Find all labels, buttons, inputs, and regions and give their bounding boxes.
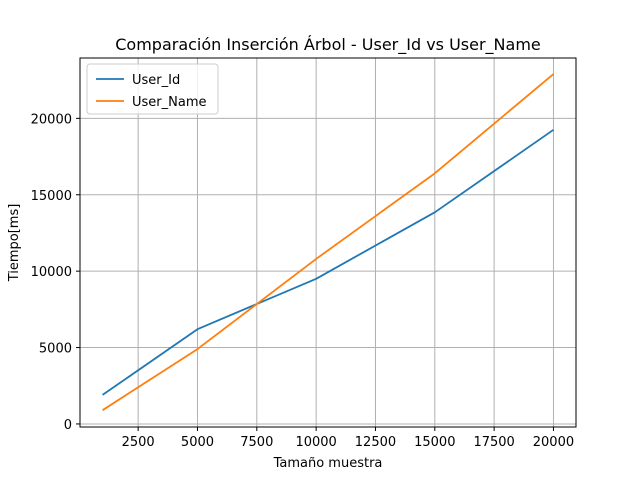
y-tick-label: 5000 xyxy=(39,342,72,357)
y-tick-label: 0 xyxy=(64,418,72,433)
x-tick-label: 17500 xyxy=(473,435,514,450)
x-tick-label: 10000 xyxy=(295,435,336,450)
x-tick-label: 12500 xyxy=(355,435,396,450)
legend-label: User_Name xyxy=(132,95,206,110)
legend: User_Id User_Name xyxy=(86,63,219,115)
y-tick-label: 15000 xyxy=(31,189,72,204)
x-axis-label: Tamaño muestra xyxy=(273,456,383,471)
series-line xyxy=(102,73,555,411)
series-group xyxy=(102,73,555,411)
x-tick-label: 20000 xyxy=(533,435,574,450)
series-line xyxy=(102,129,554,396)
y-axis: 0 5000 10000 15000 20000 xyxy=(31,112,80,433)
chart-title: Comparación Inserción Árbol - User_Id vs… xyxy=(115,35,541,55)
y-axis-label: Tiempo[ms] xyxy=(7,204,22,283)
x-tick-label: 15000 xyxy=(414,435,455,450)
x-tick-label: 5000 xyxy=(181,435,214,450)
y-tick-label: 20000 xyxy=(31,112,72,127)
y-tick-label: 10000 xyxy=(31,265,72,280)
legend-label: User_Id xyxy=(132,73,180,88)
x-tick-label: 2500 xyxy=(122,435,155,450)
x-tick-label: 7500 xyxy=(240,435,273,450)
x-axis: 2500 5000 7500 10000 12500 15000 17500 20000 xyxy=(122,427,574,450)
plot-frame xyxy=(79,57,577,428)
